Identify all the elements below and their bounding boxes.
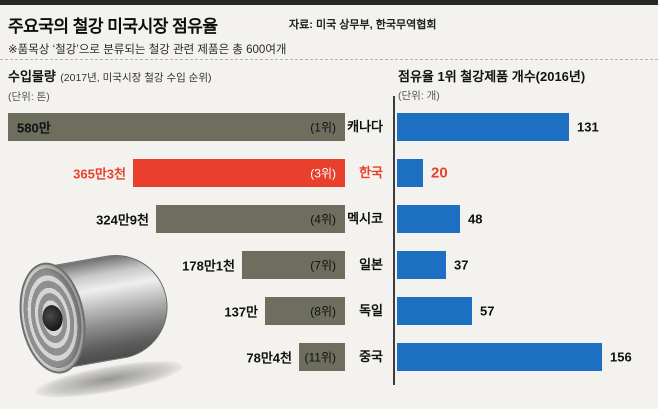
count-row-korea: 20 [397, 150, 652, 196]
rank-label-germany: (8위) [310, 304, 336, 319]
country-label-japan: 일본 [359, 257, 383, 272]
count-value-china: 156 [610, 349, 632, 365]
import-bar-japan: (7위) [242, 251, 345, 279]
import-chart-title: 수입물량 [8, 69, 56, 84]
count-row-canada: 131 [397, 104, 652, 150]
count-value-germany: 57 [480, 303, 495, 319]
rank-label-korea: (3위) [310, 166, 336, 181]
import-bar-korea: (3위) [133, 159, 345, 187]
count-row-germany: 57 [397, 288, 652, 334]
count-chart: 131 20 48 37 57 156 [397, 104, 652, 380]
count-bar-japan [397, 251, 446, 279]
count-row-mexico: 48 [397, 196, 652, 242]
count-row-japan: 37 [397, 242, 652, 288]
source-credit: 자료: 미국 상무부, 한국무역협회 [289, 19, 437, 31]
count-bar-mexico [397, 205, 460, 233]
import-row-korea: 365만3천 (3위) [8, 150, 345, 196]
rank-label-japan: (7위) [310, 258, 336, 273]
country-label-germany: 독일 [359, 303, 383, 318]
import-value-korea: 365만3천 [73, 166, 126, 182]
coil-center-hole [40, 303, 65, 333]
header-divider [0, 59, 658, 60]
import-row-china: 78만4천 (11위) [8, 334, 345, 380]
count-value-mexico: 48 [468, 211, 483, 227]
steel-coil-image [11, 246, 187, 406]
count-chart-header: 점유율 1위 철강제품 개수(2016년) (단위: 개) [398, 66, 585, 103]
import-row-germany: 137만 (8위) [8, 288, 345, 334]
country-label-mexico: 멕시코 [347, 211, 383, 226]
country-label-canada: 캐나다 [347, 119, 383, 134]
import-chart-unit: (단위: 톤) [8, 91, 50, 103]
count-value-canada: 131 [577, 119, 599, 135]
country-label-china: 중국 [359, 349, 383, 364]
import-bar-canada: (1위) [8, 113, 345, 141]
count-row-china: 156 [397, 334, 652, 380]
count-chart-unit: (단위: 개) [398, 90, 440, 102]
top-rule [0, 0, 658, 5]
steel-coil-illustration [1, 236, 199, 409]
import-value-germany: 137만 [224, 304, 258, 320]
count-chart-axis [393, 96, 395, 385]
import-row-canada: 580만 (1위) [8, 104, 345, 150]
import-bar-germany: (8위) [265, 297, 345, 325]
import-value-china: 78만4천 [246, 350, 292, 366]
import-chart-subtitle: (2017년, 미국시장 철강 수입 순위) [60, 72, 212, 84]
rank-label-canada: (1위) [310, 120, 336, 135]
import-value-mexico: 324만9천 [96, 212, 149, 228]
import-row-mexico: 324만9천 (4위) [8, 196, 345, 242]
count-value-japan: 37 [454, 257, 469, 273]
count-chart-title: 점유율 1위 철강제품 개수(2016년) [398, 69, 586, 84]
import-bar-china: (11위) [299, 343, 345, 371]
footnote: ※품목상 ‘철강’으로 분류되는 철강 관련 제품은 총 600여개 [8, 44, 287, 56]
rank-label-china: (11위) [304, 350, 337, 365]
import-bar-mexico: (4위) [156, 205, 345, 233]
import-row-japan: 178만1천 (7위) [8, 242, 345, 288]
import-value-canada: 580만 [17, 120, 51, 136]
rank-label-mexico: (4위) [310, 212, 336, 227]
page-title: 주요국의 철강 미국시장 점유율 [8, 17, 218, 36]
count-bar-canada [397, 113, 569, 141]
country-label-korea: 한국 [359, 165, 383, 180]
import-value-japan: 178만1천 [182, 258, 235, 274]
count-bar-china [397, 343, 602, 371]
count-value-korea: 20 [431, 164, 448, 182]
import-chart: 580만 (1위) 365만3천 (3위) 324만9천 (4위) 178만1천 (7위) 13… [8, 104, 345, 380]
count-bar-korea [397, 159, 423, 187]
import-chart-header: 수입물량 (2017년, 미국시장 철강 수입 순위) (단위: 톤) [8, 66, 212, 104]
count-bar-germany [397, 297, 472, 325]
